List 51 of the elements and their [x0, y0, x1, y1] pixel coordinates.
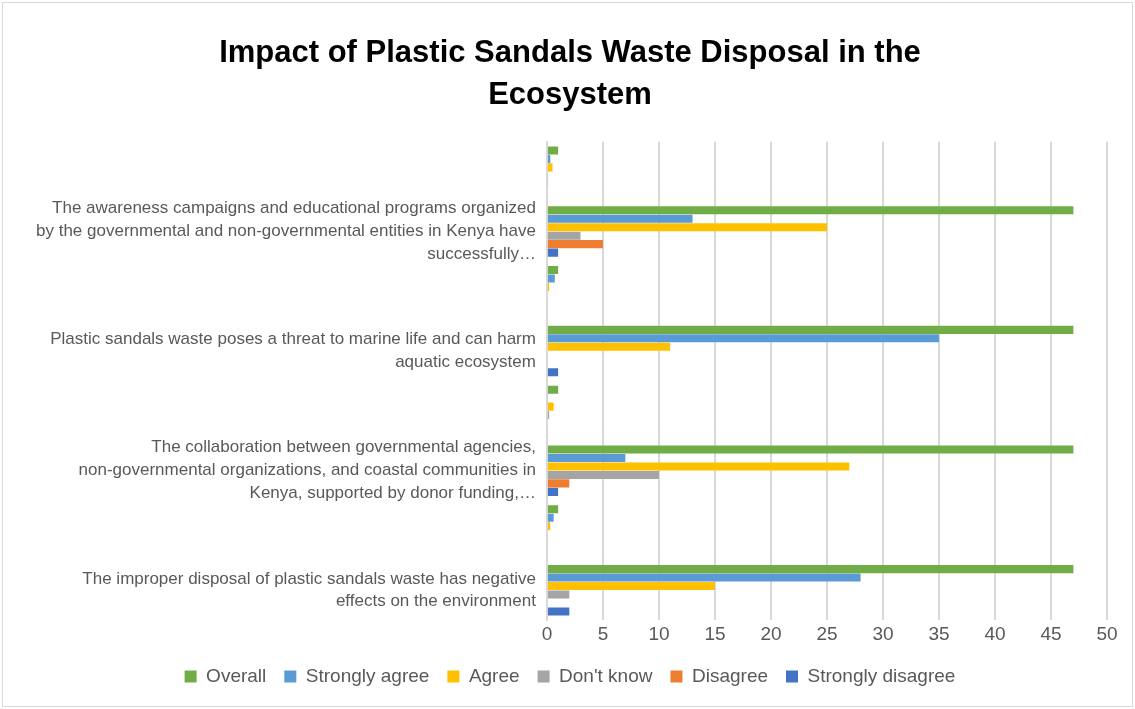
x-tick-label: 0	[541, 622, 553, 644]
bar	[547, 487, 559, 496]
bar	[547, 240, 603, 249]
bar	[547, 214, 693, 223]
legend-label: Overall	[206, 664, 267, 686]
bar	[547, 385, 559, 394]
legend-label: Strongly disagree	[807, 664, 956, 686]
x-tick-label: 45	[1040, 622, 1062, 644]
bar	[547, 462, 850, 471]
legend-label: Agree	[468, 664, 520, 686]
bar	[547, 445, 1074, 454]
bar	[547, 513, 554, 522]
bar	[547, 163, 553, 172]
bar	[547, 231, 581, 240]
y-tick-label: The collaboration between governmental agencies, non-governmental organizations, and coastal communities in Kenya, supported by donor funding,…	[78, 437, 536, 503]
legend-label: Strongly agree	[305, 664, 430, 686]
bar	[547, 146, 559, 155]
x-tick-label: 40	[984, 622, 1006, 644]
x-tick-label: 35	[928, 622, 950, 644]
x-tick-label: 30	[872, 622, 894, 644]
x-tick-label: 50	[1096, 622, 1118, 644]
bar	[547, 453, 626, 462]
x-tick-label: 10	[648, 622, 670, 644]
x-tick-label: 5	[597, 622, 609, 644]
y-tick-label: The awareness campaigns and educational programs organized by the governmental and non-governmental entities in Kenya have successfully…	[35, 198, 536, 264]
bar	[547, 402, 554, 411]
x-tick-label: 15	[704, 622, 726, 644]
bar	[547, 325, 1074, 334]
bar	[547, 479, 570, 488]
bar	[547, 590, 570, 599]
bar	[547, 223, 827, 232]
bar	[547, 573, 861, 582]
bar	[547, 470, 659, 479]
bar	[547, 248, 559, 257]
x-tick-label: 25	[816, 622, 838, 644]
bar	[547, 266, 559, 275]
y-tick-label: The improper disposal of plastic sandals waste has negative effects on the environment	[82, 568, 537, 611]
bar	[547, 334, 939, 343]
legend-label: Don't know	[559, 664, 653, 686]
bar	[547, 206, 1074, 215]
chart-title: Impact of Plastic Sandals Waste Disposal in the Ecosystem	[219, 34, 921, 112]
bar	[547, 607, 570, 616]
bar	[547, 565, 1074, 574]
legend-label: Disagree	[691, 664, 769, 686]
y-tick-label: Plastic sandals waste poses a threat to marine life and can harm aquatic ecosystem	[50, 329, 536, 372]
x-tick-label: 20	[760, 622, 782, 644]
bar	[547, 505, 559, 514]
bar	[547, 368, 559, 377]
bar	[547, 274, 555, 283]
bar	[547, 582, 715, 591]
bar	[547, 342, 671, 351]
